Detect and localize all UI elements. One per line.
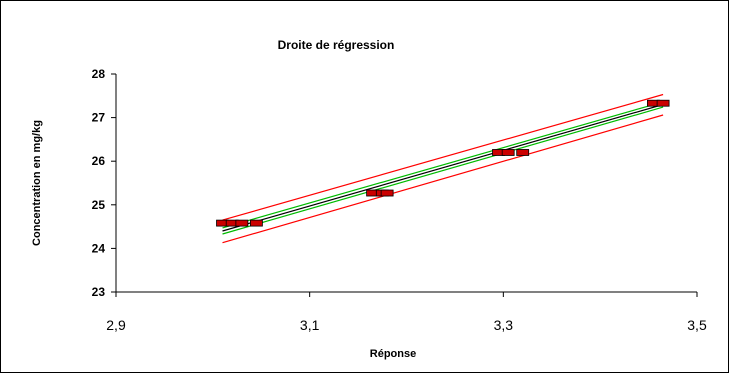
data-point: [380, 189, 394, 197]
series-line-2: [222, 101, 664, 229]
chart-title: Droite de régression: [278, 38, 395, 52]
y-tick-label: 25: [92, 198, 106, 212]
x-tick-label: 3,1: [300, 317, 320, 333]
series-line-4: [222, 93, 664, 221]
series-line-5: [222, 114, 664, 244]
data-point: [235, 219, 249, 227]
y-axis-label: Concentration en mg/kg: [31, 120, 43, 246]
y-tick-label: 24: [92, 241, 106, 255]
axes: [111, 73, 698, 297]
series-line-1: [222, 103, 664, 232]
x-tick-label: 3,3: [494, 317, 514, 333]
y-tick-label: 23: [92, 285, 106, 299]
data-point: [656, 99, 670, 107]
data-point: [501, 149, 515, 156]
data-point: [516, 149, 530, 156]
data-point: [250, 219, 263, 227]
y-tick-label: 26: [92, 154, 106, 168]
data-points: [216, 99, 670, 227]
series-line-3: [222, 106, 664, 235]
y-tick-label: 28: [92, 67, 106, 81]
regression-lines: [222, 93, 664, 244]
y-tick-label: 27: [92, 111, 106, 125]
x-tick-label: 2,9: [106, 317, 126, 333]
x-tick-label: 3,5: [687, 317, 707, 333]
x-axis-label: Réponse: [370, 348, 416, 360]
tick-labels: 23 24 25 26 27 28 2,9 3,1 3,3 3,5: [92, 67, 707, 333]
